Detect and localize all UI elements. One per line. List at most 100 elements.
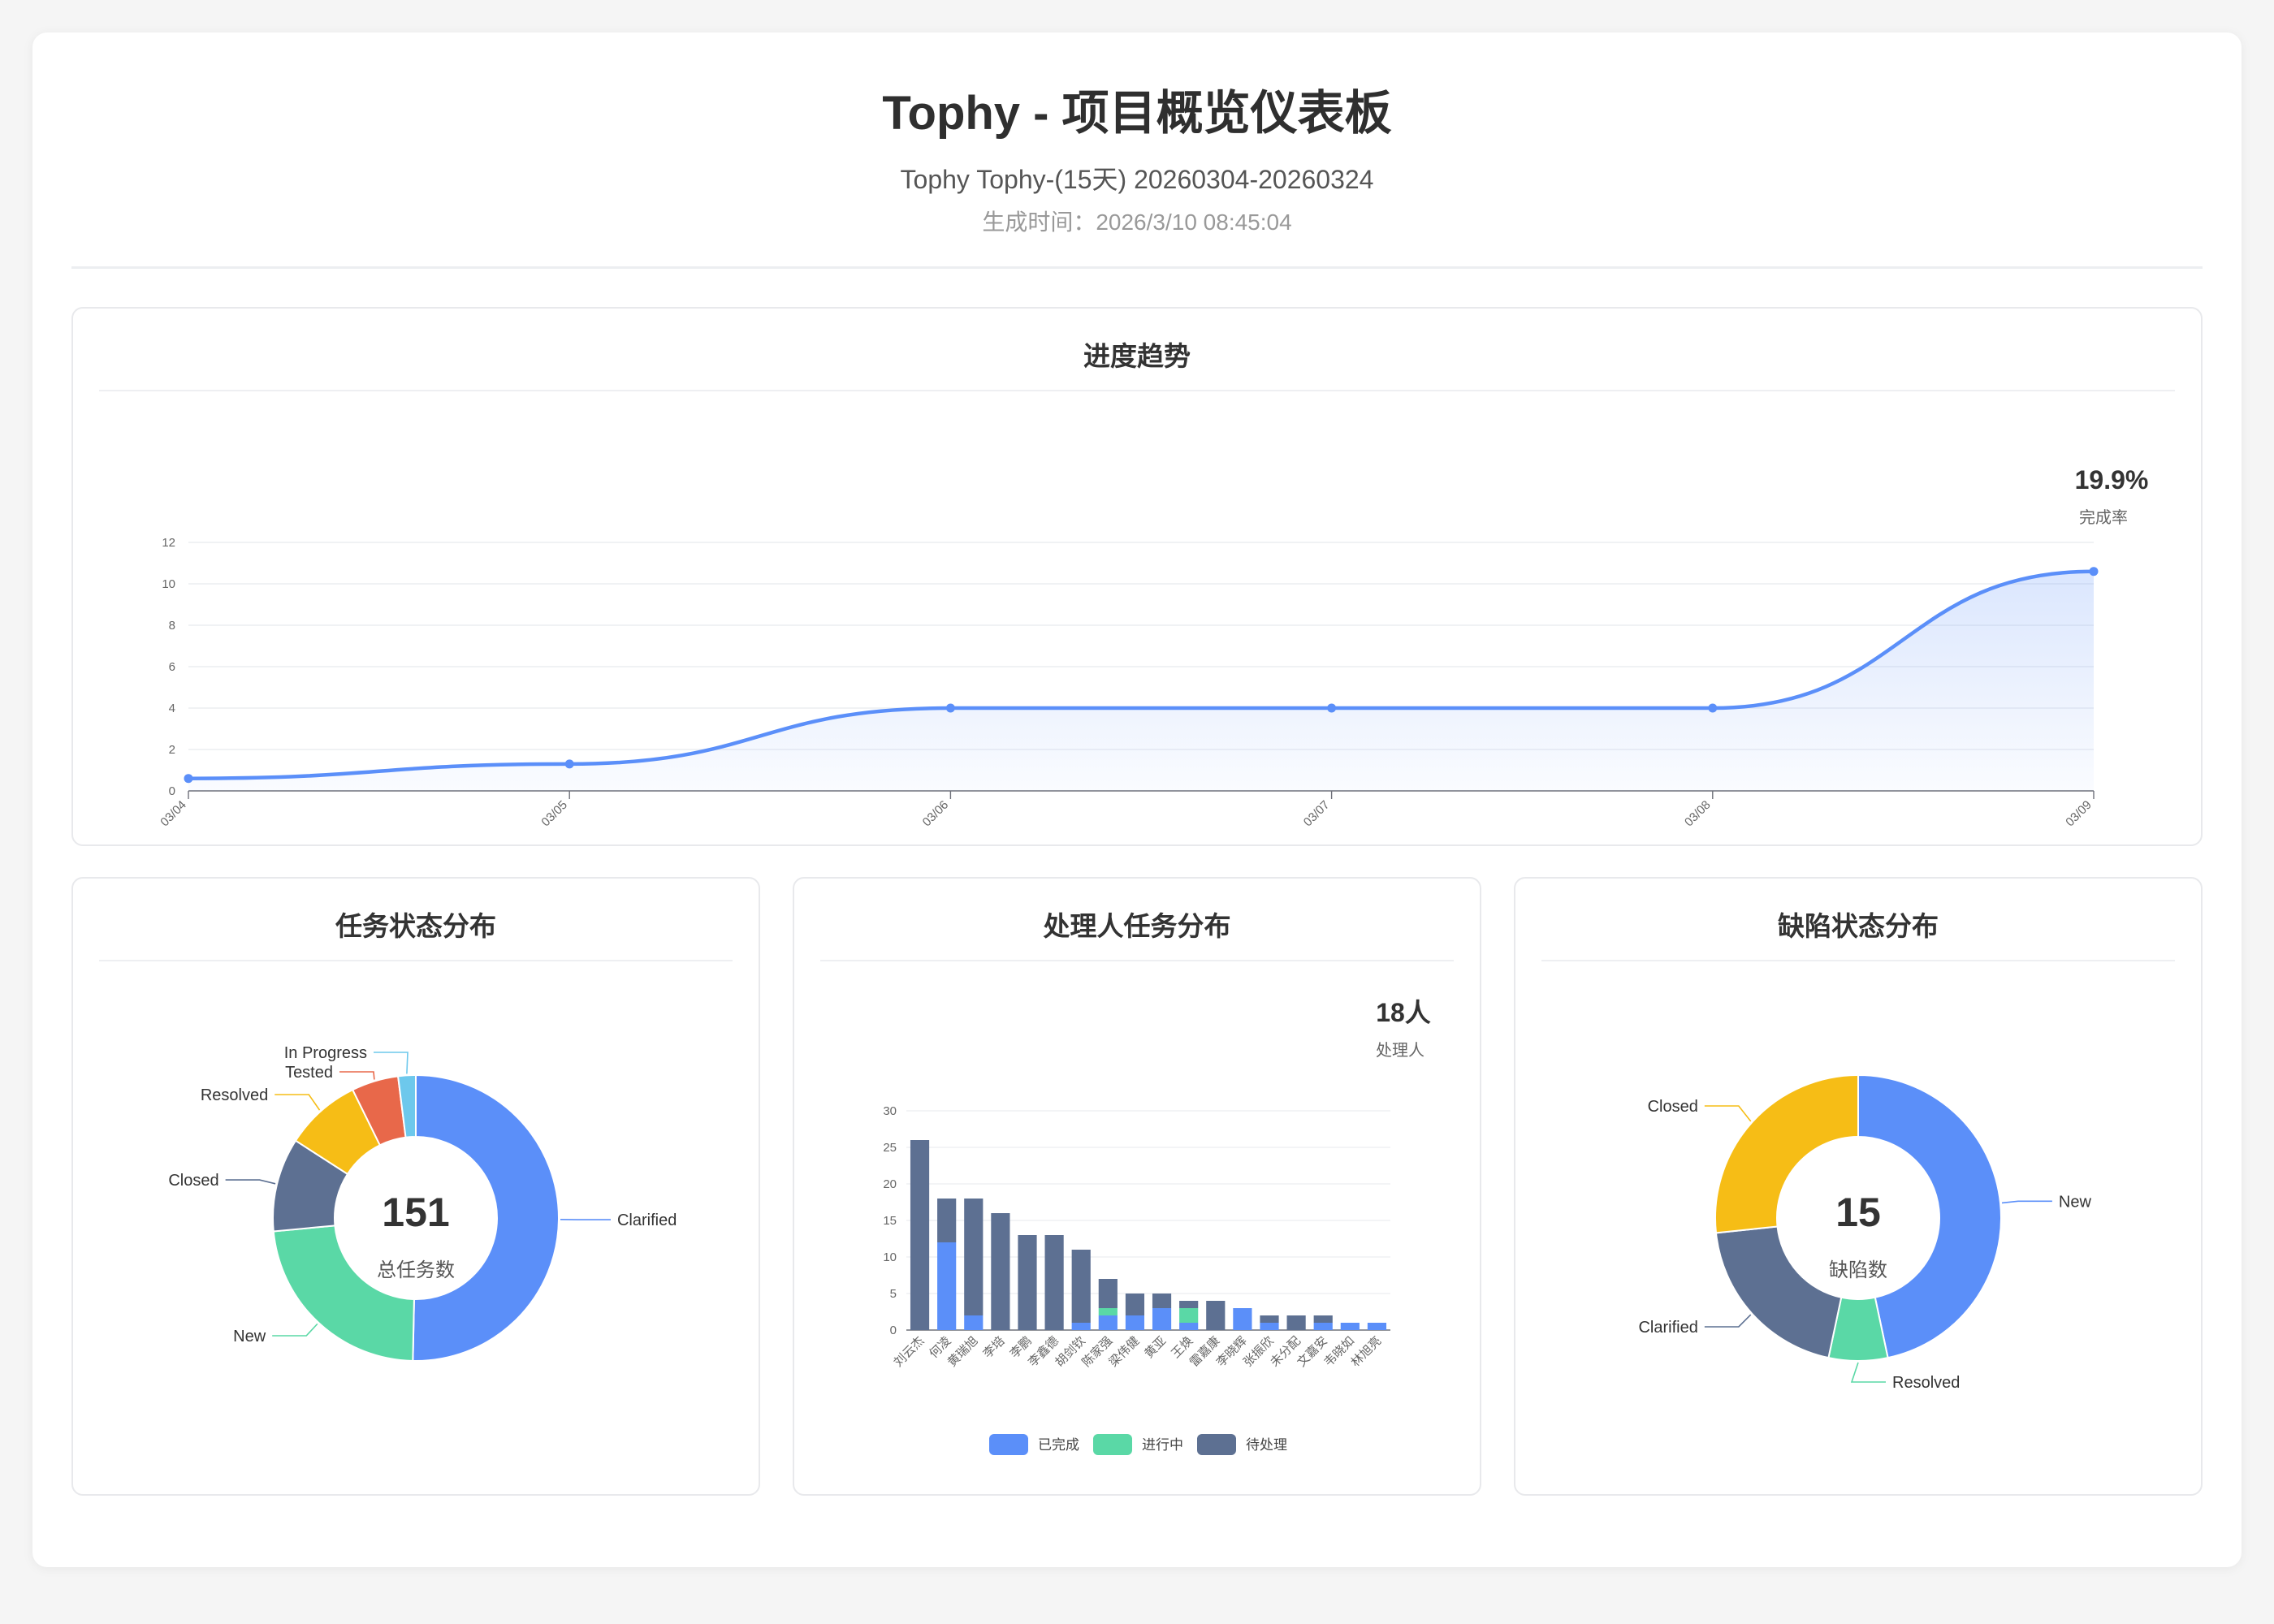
- y-tick-label: 15: [883, 1214, 897, 1228]
- donut-leader-line: [1850, 1362, 1886, 1383]
- progress-trend-card: 进度趋势 19.9% 完成率 0 2 4 6 8 10 12 03/04 03/05 03/06 0…: [71, 307, 2203, 846]
- donut-leader-line: [275, 1094, 321, 1111]
- donut-slice-label: Closed: [1648, 1098, 1698, 1116]
- bar-segment-pending: [1206, 1301, 1226, 1330]
- y-tick-label: 20: [883, 1177, 897, 1191]
- task-status-donut-chart: Clarified New Closed Resolved Tested In Progr…: [168, 1044, 677, 1362]
- bar-segment-done: [1233, 1308, 1252, 1330]
- donut-slice-label: In Progress: [284, 1044, 367, 1062]
- bar-segment-pending: [1098, 1279, 1118, 1308]
- progress-data-point: [2089, 567, 2099, 577]
- bar-segment-done: [1179, 1323, 1199, 1330]
- donut-slice-clarified: [412, 1073, 560, 1362]
- bar-segment-done: [1071, 1323, 1091, 1330]
- y-tick-label: 8: [169, 619, 175, 633]
- donut-slice-label: Resolved: [201, 1086, 268, 1104]
- bar-segment-pending: [1179, 1301, 1199, 1308]
- progress-trend-title: 进度趋势: [99, 309, 2175, 391]
- y-tick-label: 0: [890, 1324, 897, 1337]
- defect-status-card: 缺陷状态分布 New Resolved Clarified Closed 15 缺陷数: [1514, 877, 2203, 1496]
- completion-rate-label: 完成率: [2079, 508, 2128, 527]
- bar-segment-done: [1260, 1323, 1279, 1330]
- bar-segment-pending: [1286, 1315, 1306, 1330]
- donut-slice-label: New: [2059, 1193, 2092, 1211]
- donut-slice-closed: [1714, 1073, 1859, 1234]
- bar-segment-pending: [910, 1140, 930, 1330]
- donut-slice-label: Tested: [285, 1064, 333, 1082]
- task-status-title: 任务状态分布: [99, 879, 733, 961]
- bar-segment-pending: [1152, 1294, 1172, 1308]
- legend-label: 进行中: [1142, 1437, 1183, 1453]
- total-tasks-label: 总任务数: [377, 1259, 455, 1281]
- legend-swatch-in-progress: [1093, 1434, 1132, 1455]
- y-tick-label: 5: [890, 1287, 897, 1301]
- legend-swatch-done: [989, 1434, 1028, 1455]
- assignee-count-value: 18人: [1376, 998, 1431, 1027]
- x-tick-label: 黄亚: [1142, 1334, 1169, 1361]
- x-tick-label: 刘云杰: [892, 1334, 927, 1370]
- bar-segment-in-progress: [1098, 1308, 1118, 1315]
- x-tick-label: 03/09: [2063, 798, 2095, 830]
- bar-segment-pending: [1260, 1315, 1279, 1323]
- donut-leader-line: [1704, 1105, 1752, 1122]
- donut-slice-label: Closed: [168, 1172, 218, 1190]
- legend-label: 待处理: [1246, 1437, 1287, 1453]
- donut-leader-line: [225, 1179, 276, 1185]
- defect-status-title: 缺陷状态分布: [1541, 879, 2175, 961]
- x-tick-label: 梁伟健: [1106, 1334, 1142, 1370]
- completion-rate-value: 19.9%: [2075, 465, 2149, 495]
- x-tick-label: 03/08: [1682, 798, 1714, 830]
- donut-slice-label: Clarified: [1638, 1319, 1697, 1337]
- y-tick-label: 4: [169, 702, 175, 715]
- y-tick-label: 25: [883, 1141, 897, 1155]
- progress-data-point: [184, 774, 193, 784]
- donut-leader-line: [374, 1052, 409, 1074]
- progress-data-point: [1327, 703, 1337, 713]
- page-title: Tophy - 项目概览仪表板: [882, 87, 1392, 140]
- x-tick-label: 03/07: [1301, 798, 1333, 830]
- bar-segment-pending: [1071, 1250, 1091, 1323]
- bar-segment-pending: [991, 1213, 1010, 1330]
- assignee-count-label: 处理人: [1376, 1041, 1424, 1060]
- x-tick-label: 03/04: [158, 798, 189, 830]
- bar-segment-done: [937, 1242, 957, 1330]
- defect-count-value: 15: [1835, 1190, 1881, 1235]
- x-tick-label: 林旭亮: [1348, 1334, 1384, 1370]
- progress-data-point: [564, 759, 574, 769]
- dashboard-header: Tophy - 项目概览仪表板 Tophy Tophy-(15天) 202603…: [71, 32, 2203, 269]
- bar-segment-done: [1313, 1323, 1333, 1330]
- donut-leader-line: [2001, 1200, 2052, 1204]
- progress-series-line: [188, 569, 2095, 780]
- donut-slice-in-progress: [396, 1073, 417, 1138]
- bar-segment-done: [1367, 1323, 1387, 1330]
- assignee-title: 处理人任务分布: [820, 879, 1454, 961]
- donut-slice-new: [1857, 1073, 2002, 1359]
- progress-area-fill: [188, 571, 2094, 791]
- y-tick-label: 2: [169, 743, 175, 757]
- bar-segment-pending: [1044, 1235, 1064, 1330]
- donut-slice-label: Clarified: [617, 1212, 677, 1229]
- bar-segment-pending: [937, 1199, 957, 1242]
- bar-segment-in-progress: [1179, 1308, 1199, 1323]
- y-tick-label: 10: [883, 1250, 897, 1264]
- bar-segment-done: [964, 1315, 984, 1330]
- bar-segment-pending: [1018, 1235, 1037, 1330]
- assignee-card: 处理人任务分布 18人 处理人 0 5 10 15 20 25 30 刘云杰 何凌 黄瑞旭 李培 李鹏…: [793, 877, 1481, 1496]
- bar-segment-pending: [1313, 1315, 1333, 1323]
- task-status-card: 任务状态分布 Clarified New Closed Resolved Tested I…: [71, 877, 760, 1496]
- legend-label: 已完成: [1038, 1437, 1079, 1453]
- bar-segment-done: [1125, 1315, 1145, 1330]
- progress-data-point: [945, 703, 955, 713]
- x-tick-label: 李培: [980, 1334, 1007, 1361]
- x-tick-label: 03/06: [920, 798, 952, 830]
- y-tick-label: 10: [162, 577, 175, 591]
- dashboard-page: Tophy - 项目概览仪表板 Tophy Tophy-(15天) 202603…: [32, 32, 2242, 1567]
- bar-segment-done: [1152, 1308, 1172, 1330]
- project-subtitle: Tophy Tophy-(15天) 20260304-20260324: [900, 165, 1374, 194]
- bar-segment-done: [1098, 1315, 1118, 1330]
- donut-leader-line: [1704, 1314, 1752, 1328]
- y-tick-label: 6: [169, 660, 175, 674]
- progress-trend-chart: 19.9% 完成率 0 2 4 6 8 10 12 03/04 03/05 03/06 03/07 0…: [158, 465, 2149, 830]
- y-tick-label: 0: [169, 784, 175, 798]
